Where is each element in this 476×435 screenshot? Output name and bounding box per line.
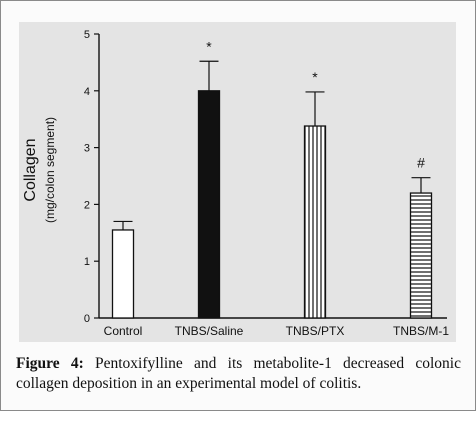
x-tick-label: TNBS/Saline	[175, 324, 244, 338]
y-tick-label: 5	[84, 29, 90, 41]
y-tick-label: 4	[84, 86, 90, 98]
y-axis-title: Collagen	[22, 138, 39, 201]
figure-caption: Figure 4: Pentoxifylline and its metabol…	[16, 354, 461, 394]
x-tick-label: TNBS/PTX	[286, 324, 345, 338]
bar-chart: 0 1 2 3 4 5 Collagen (mg/colon segment) Control *…	[22, 29, 449, 338]
bar-tnbs-ptx	[303, 125, 327, 319]
y-tick-label: 1	[84, 256, 90, 268]
chart-photo: 0 1 2 3 4 5 Collagen (mg/colon segment) Control *…	[19, 22, 456, 342]
y-axis-subtitle: (mg/colon segment)	[43, 117, 57, 223]
significance-marker: *	[206, 38, 212, 54]
y-tick-label: 3	[84, 143, 90, 155]
bar-control	[111, 229, 135, 319]
x-tick-label: TNBS/M-1	[393, 324, 449, 338]
caption-text: Pentoxifylline and its metabolite-1 decr…	[16, 355, 461, 392]
y-tick-label: 2	[84, 199, 90, 211]
significance-marker: #	[417, 155, 425, 171]
bar-tnbs-m-1	[409, 192, 433, 319]
significance-marker: *	[312, 69, 318, 85]
bar-tnbs-saline	[197, 90, 221, 319]
y-tick-label: 0	[84, 313, 90, 325]
caption-label: Figure 4:	[16, 355, 84, 372]
x-tick-label: Control	[104, 324, 143, 338]
